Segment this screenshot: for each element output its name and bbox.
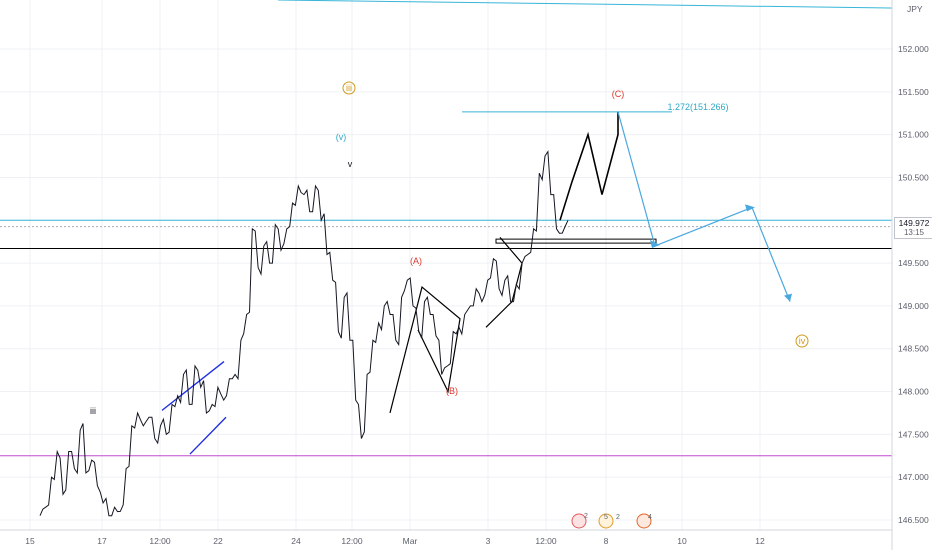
price-tick-label: 146.500 [898,515,929,525]
price-tick-label: 149.000 [898,301,929,311]
wave-label-B: (B) [446,386,458,396]
arrow-head [650,239,660,248]
economic-events-icon [636,513,652,529]
price-tick-label: 149.500 [898,258,929,268]
price-axis: 152.000151.500151.000150.500150.000149.5… [891,0,929,550]
time-axis: 15 17 12:00 22 24 12:00 Mar 3 12:00 8 10 12 [0,529,892,546]
projection-path [559,111,792,302]
wave-label-intermediate-v: (v) [336,132,347,142]
time-tick-label: Mar [403,536,418,546]
wave-circle [795,334,809,348]
wave-circle [342,81,356,95]
wave-label-C: (C) [612,89,625,99]
time-tick-label: 3 [486,536,491,546]
channel-lower-line [189,416,227,455]
wave-labels: iii iv (v) iii v (A) (B) (C) 1.272(151.266) [90,81,809,416]
current-price-value: 149.972 [898,218,930,228]
current-price-tag: 149.972 13:15 [894,217,932,239]
price-tick-label: 147.500 [898,429,929,439]
chart-drawings [161,111,672,455]
price-tick-label: 150.500 [898,172,929,182]
support-box [495,238,657,244]
wave-label-minor-v: v [348,159,353,169]
time-tick-label: 17 [97,536,107,546]
wave-label-minor-iii: iii [90,406,96,416]
fib-target-label: 1.272(151.266) [667,102,728,112]
event-badge-count: 5 [604,514,608,521]
projected-wave-zigzag [559,111,619,221]
wedge-pattern [485,237,523,328]
price-tick-label: 147.000 [898,472,929,482]
price-tick-label: 152.000 [898,44,929,54]
price-series-line [39,150,569,517]
horizontal-levels [0,0,893,457]
currency-label: JPY [907,4,923,14]
time-tick-label: 12:00 [535,536,557,546]
wave-label-primary-iv: iv [799,336,806,346]
price-tick-label: 151.500 [898,87,929,97]
economic-events-icon [571,513,587,529]
chart-grid [0,0,892,530]
top-trend-line [277,0,893,9]
time-tick-label: 12:00 [149,536,171,546]
time-tick-label: 12:00 [341,536,363,546]
time-tick-label: 15 [25,536,35,546]
economic-events-icon [598,513,614,529]
arrow-head [784,293,792,302]
wave-label-primary-iii: iii [346,83,352,93]
events-row: 2 5 2 4 [571,513,652,529]
time-tick-label: 12 [755,536,765,546]
time-tick-label: 22 [213,536,223,546]
price-tick-label: 148.500 [898,344,929,354]
triangle-pattern [389,285,461,414]
wave-label-A: (A) [410,256,422,266]
projected-arrow-path [617,111,791,302]
countdown-timer: 13:15 [903,228,925,237]
event-badge-count: 4 [648,514,652,521]
price-tick-label: 151.000 [898,130,929,140]
time-tick-label: 8 [604,536,609,546]
arrow-head [745,204,755,212]
time-tick-label: 10 [677,536,687,546]
price-tick-label: 148.000 [898,387,929,397]
time-tick-label: 24 [291,536,301,546]
event-badge-count: 2 [584,513,588,520]
event-badge-count: 2 [616,514,620,521]
